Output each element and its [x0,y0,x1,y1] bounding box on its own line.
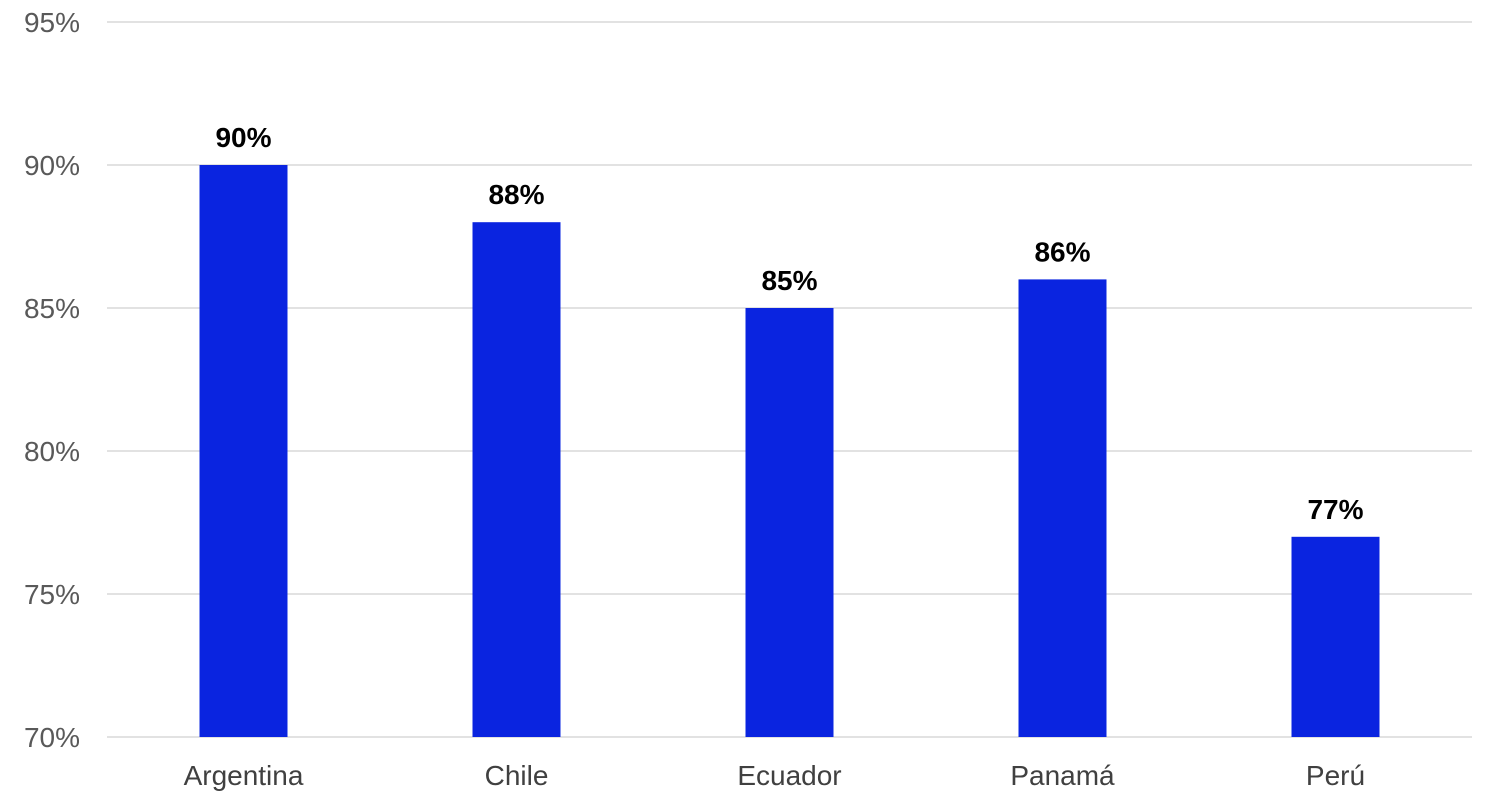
bar-argentina [199,165,288,737]
x-axis-ticks: Argentina Chile Ecuador Panamá Perú [184,760,1366,791]
y-tick-label: 95% [24,7,80,38]
x-tick-label: Ecuador [737,760,841,791]
x-tick-label: Perú [1306,760,1365,791]
bars [199,165,1380,737]
x-tick-label: Panamá [1010,760,1115,791]
bar-panamá [1018,279,1107,737]
bar-perú [1291,536,1380,737]
data-label: 90% [215,122,271,153]
y-axis-ticks: 70% 75% 80% 85% 90% 95% [24,7,80,753]
data-label: 77% [1307,494,1363,525]
data-label: 88% [488,179,544,210]
y-tick-label: 80% [24,436,80,467]
y-tick-label: 75% [24,579,80,610]
data-label: 86% [1034,236,1090,267]
bar-chile [472,222,561,737]
data-label: 85% [761,265,817,296]
bar-ecuador [745,308,834,737]
y-tick-label: 85% [24,293,80,324]
data-labels: 90% 88% 85% 86% 77% [215,122,1363,525]
y-tick-label: 70% [24,722,80,753]
x-tick-label: Argentina [184,760,304,791]
y-tick-label: 90% [24,150,80,181]
x-tick-label: Chile [485,760,549,791]
